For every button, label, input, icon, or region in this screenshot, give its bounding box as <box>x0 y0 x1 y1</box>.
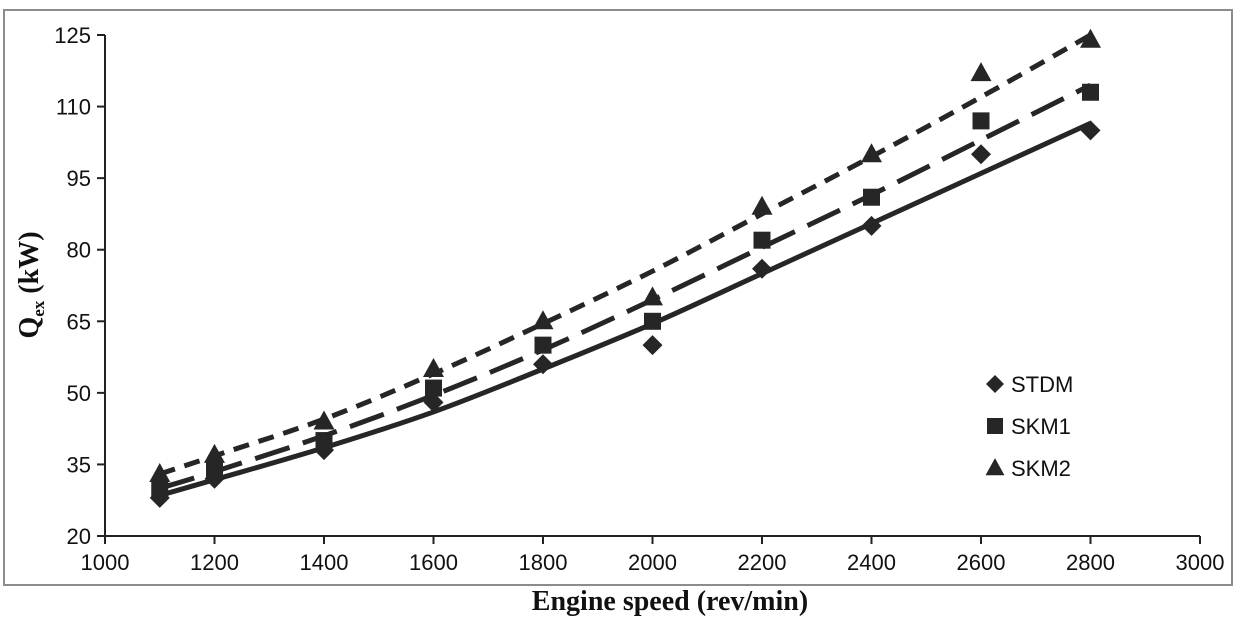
legend-marker-skm1 <box>987 418 1003 434</box>
legend-label-skm1: SKM1 <box>1011 414 1071 439</box>
data-point-skm1 <box>1082 83 1099 101</box>
data-point-skm1 <box>315 432 333 450</box>
legend: STDM SKM1 SKM2 <box>985 372 1073 481</box>
y-axis-title-main: Q <box>14 317 45 339</box>
x-tick-label: 1600 <box>409 550 458 575</box>
trend-line-skm2 <box>158 32 1092 477</box>
data-point-stdm <box>1080 120 1101 141</box>
legend-marker-stdm <box>986 375 1004 393</box>
data-point-skm2 <box>1080 28 1101 48</box>
y-tick-label: 80 <box>67 238 91 263</box>
data-point-stdm <box>533 354 553 375</box>
y-tick-label: 125 <box>54 23 91 48</box>
x-tick-label: 2800 <box>1066 550 1115 575</box>
data-point-stdm <box>423 392 444 413</box>
x-tick-label: 2400 <box>847 550 896 575</box>
data-point-skm1 <box>972 112 990 130</box>
x-tick-label: 2000 <box>628 550 677 575</box>
data-point-skm1 <box>753 231 771 249</box>
x-tick-label: 2200 <box>738 550 787 575</box>
data-point-skm2 <box>532 310 554 330</box>
legend-label-skm2: SKM2 <box>1011 456 1071 481</box>
data-point-stdm <box>971 144 991 165</box>
y-tick-label: 65 <box>67 309 91 334</box>
data-point-skm1 <box>206 460 223 478</box>
plot-frame <box>3 9 1233 586</box>
data-markers <box>149 28 1101 508</box>
data-point-stdm <box>752 258 772 279</box>
x-tick-label: 1400 <box>300 550 349 575</box>
trend-line-skm1 <box>159 82 1092 491</box>
y-tick-label: 95 <box>67 166 91 191</box>
data-point-stdm <box>861 215 882 236</box>
data-point-skm1 <box>863 188 880 206</box>
y-ticks: 20 35 50 65 80 95 110 125 <box>54 23 105 549</box>
data-point-skm1 <box>534 336 552 354</box>
x-axis-title: Engine speed (rev/min) <box>532 586 808 617</box>
data-point-skm1 <box>644 312 661 330</box>
data-point-skm1 <box>425 379 442 397</box>
data-point-skm2 <box>861 143 882 163</box>
data-point-skm2 <box>149 462 171 482</box>
data-point-stdm <box>642 335 663 356</box>
y-tick-label: 50 <box>67 381 91 406</box>
data-point-skm2 <box>423 358 444 377</box>
data-point-skm2 <box>313 410 335 430</box>
trend-line-stdm <box>159 120 1092 498</box>
y-tick-label: 20 <box>67 524 91 549</box>
legend-label-stdm: STDM <box>1011 372 1073 397</box>
x-tick-label: 2600 <box>957 550 1006 575</box>
y-tick-label: 110 <box>56 95 91 120</box>
x-tick-label: 3000 <box>1176 550 1225 575</box>
trend-lines <box>158 32 1092 498</box>
x-tick-label: 1800 <box>519 550 568 575</box>
data-point-skm2 <box>751 195 773 215</box>
x-tick-label: 1200 <box>190 550 239 575</box>
data-point-skm2 <box>204 443 225 463</box>
data-point-skm1 <box>151 479 169 497</box>
y-axis-title-sub: ex <box>29 300 48 317</box>
data-point-skm2 <box>642 286 663 306</box>
x-ticks: 1000 1200 1400 1600 1800 2000 2200 2400 2600 2800… <box>81 536 1225 575</box>
y-axis-title: Qex (kW) <box>14 231 48 338</box>
legend-marker-skm2 <box>985 458 1005 476</box>
x-tick-label: 1000 <box>81 550 130 575</box>
y-tick-label: 35 <box>67 452 91 477</box>
y-axis-title-rest: (kW) <box>14 231 45 300</box>
data-point-skm2 <box>970 62 992 82</box>
